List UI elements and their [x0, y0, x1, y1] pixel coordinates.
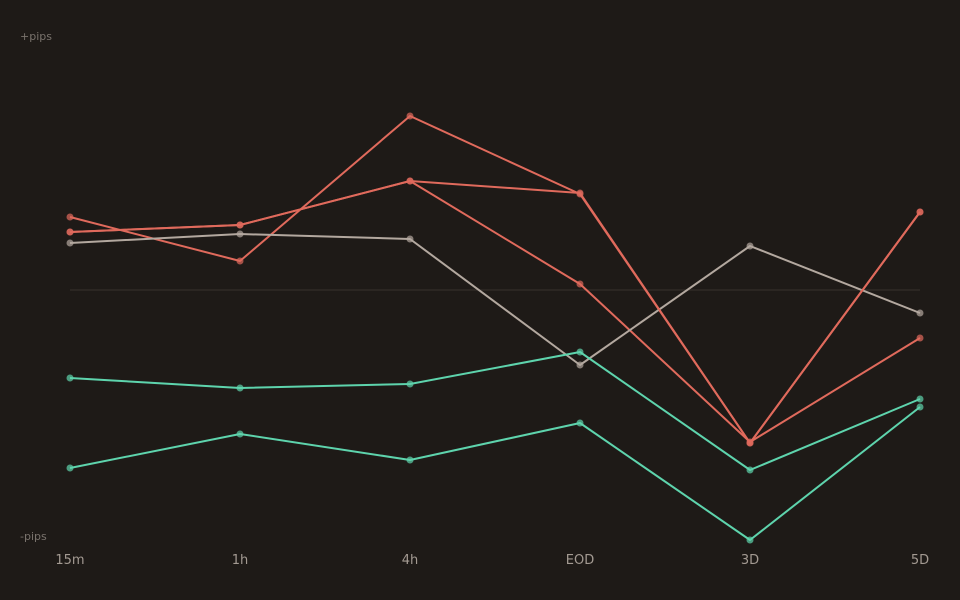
series-2-point-5D[interactable]	[916, 334, 924, 342]
x-tick-label: 5D	[911, 553, 929, 568]
series-6-point-1h[interactable]	[236, 430, 244, 438]
series-4-point-1h[interactable]	[236, 221, 244, 229]
series-2-line	[69, 180, 921, 443]
series-1-point-1h[interactable]	[236, 257, 244, 265]
series-6-point-EOD[interactable]	[576, 419, 584, 427]
series-4-point-EOD[interactable]	[576, 189, 584, 197]
series-3-point-5D[interactable]	[916, 309, 924, 317]
series-6-line	[69, 406, 921, 541]
x-tick-label: EOD	[566, 553, 594, 568]
x-tick-label: 4h	[402, 553, 419, 568]
series-5-point-1h[interactable]	[236, 384, 244, 392]
series-4-point-4h[interactable]	[406, 177, 414, 185]
x-tick-label: 1h	[232, 553, 249, 568]
series-5-line	[69, 351, 921, 471]
y-axis-top-label: +pips	[20, 30, 52, 43]
series-3-point-3D[interactable]	[746, 242, 754, 250]
x-axis-ticks: 15m 1h 4h EOD 3D 5D	[55, 553, 929, 568]
series-6-point-15m[interactable]	[66, 464, 74, 472]
series-layer	[66, 112, 924, 544]
series-6-point-3D[interactable]	[746, 536, 754, 544]
series-1-point-4h[interactable]	[406, 112, 414, 120]
series-5-point-15m[interactable]	[66, 374, 74, 382]
series-5-point-3D[interactable]	[746, 466, 754, 474]
series-6-point-4h[interactable]	[406, 456, 414, 464]
series-4-line	[69, 180, 921, 444]
x-tick-label: 3D	[741, 553, 759, 568]
series-4-point-5D[interactable]	[916, 208, 924, 216]
y-axis-bottom-label: -pips	[20, 530, 47, 543]
series-4	[66, 177, 924, 447]
series-5-point-EOD[interactable]	[576, 348, 584, 356]
series-4-point-3D[interactable]	[746, 439, 754, 447]
series-3-point-15m[interactable]	[66, 239, 74, 247]
series-3-point-EOD[interactable]	[576, 361, 584, 369]
series-1-line	[69, 115, 921, 444]
series-5-point-4h[interactable]	[406, 380, 414, 388]
series-3-line	[69, 233, 921, 366]
series-5	[66, 348, 924, 474]
series-3-point-1h[interactable]	[236, 230, 244, 238]
series-6	[66, 403, 924, 544]
series-2	[66, 177, 924, 446]
series-3	[66, 230, 924, 369]
series-3-point-4h[interactable]	[406, 235, 414, 243]
series-1-point-15m[interactable]	[66, 213, 74, 221]
x-tick-label: 15m	[55, 553, 84, 568]
series-2-point-EOD[interactable]	[576, 280, 584, 288]
series-1	[66, 112, 924, 447]
series-6-point-5D[interactable]	[916, 403, 924, 411]
series-4-point-15m[interactable]	[66, 228, 74, 236]
series-5-point-5D[interactable]	[916, 395, 924, 403]
